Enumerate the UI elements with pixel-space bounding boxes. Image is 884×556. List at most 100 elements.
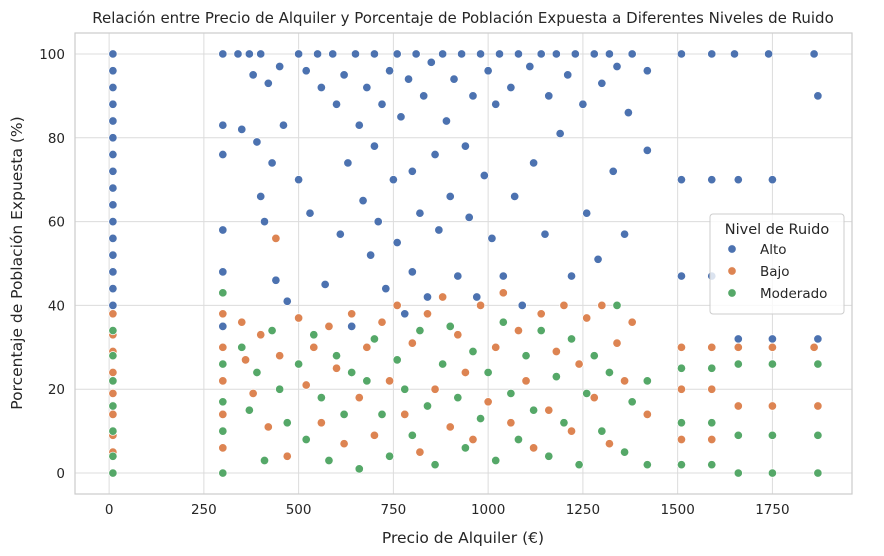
data-point [218, 288, 228, 298]
data-point [407, 166, 417, 176]
data-point [252, 137, 262, 147]
data-point [813, 359, 823, 369]
legend: Nivel de Ruido Alto Bajo Moderado [709, 213, 845, 315]
data-point [707, 460, 717, 470]
data-point [642, 376, 652, 386]
data-point [218, 149, 228, 160]
data-point [218, 397, 228, 407]
data-point [108, 250, 118, 260]
data-point [608, 166, 618, 176]
x-tick-label: 750 [380, 502, 406, 518]
data-point [108, 267, 118, 277]
data-point [733, 468, 743, 478]
data-point [513, 49, 524, 59]
data-point [275, 61, 285, 72]
data-point [218, 342, 228, 352]
data-point [392, 300, 402, 310]
data-point [422, 309, 433, 319]
data-point [108, 309, 118, 319]
data-point [108, 284, 118, 294]
data-point [620, 376, 630, 386]
data-point [294, 175, 304, 185]
data-point [369, 430, 379, 440]
data-point [108, 82, 118, 93]
data-point [491, 342, 501, 352]
data-point [407, 338, 417, 348]
data-point [108, 401, 118, 411]
data-point [506, 82, 516, 93]
data-point [487, 233, 497, 243]
data-point [278, 120, 289, 130]
data-point [445, 191, 455, 201]
data-point [108, 99, 118, 109]
data-point [513, 326, 524, 336]
data-point [589, 49, 599, 59]
data-point [426, 57, 436, 67]
y-tick-label: 60 [48, 215, 65, 231]
data-point [430, 460, 440, 470]
data-point [259, 217, 270, 227]
data-point [354, 464, 364, 474]
data-point [733, 401, 743, 411]
data-point [612, 61, 622, 72]
y-tick-label: 100 [39, 47, 65, 63]
data-point [259, 455, 270, 466]
data-point [275, 351, 285, 361]
data-point [438, 49, 448, 59]
data-point [373, 217, 383, 227]
data-point [498, 317, 508, 327]
data-point [620, 447, 630, 457]
data-point [517, 300, 527, 310]
data-point [813, 334, 823, 344]
data-point [415, 326, 425, 336]
data-point [343, 158, 353, 168]
data-point [233, 49, 243, 59]
data-point [385, 376, 395, 386]
x-tick-label: 250 [191, 502, 217, 518]
tick-labels: 0 250 500 750 1000 1250 1500 1750 0 20 40 60 80 100 [39, 47, 789, 518]
data-point [460, 367, 470, 378]
data-point [407, 267, 417, 277]
data-point [339, 70, 349, 80]
data-point [331, 99, 342, 109]
data-point [324, 455, 334, 466]
data-point [358, 196, 368, 206]
data-point [809, 49, 819, 59]
data-point [403, 74, 414, 84]
data-point [476, 49, 486, 59]
data-point [513, 434, 524, 445]
data-point [316, 82, 326, 93]
data-point [294, 313, 304, 323]
data-point [388, 175, 398, 185]
data-point [551, 346, 561, 357]
data-point [316, 418, 326, 428]
data-point [316, 393, 326, 403]
data-point [642, 409, 652, 419]
data-point [347, 309, 357, 319]
data-point [529, 405, 539, 415]
data-point [529, 158, 539, 168]
data-point [218, 376, 228, 386]
data-point [275, 384, 285, 394]
data-point [362, 376, 372, 386]
data-point [415, 208, 425, 218]
plot-frame [74, 32, 853, 495]
data-point [350, 49, 361, 59]
data-point [589, 351, 599, 361]
data-point [733, 359, 743, 369]
data-point [476, 300, 486, 310]
data-point [392, 237, 402, 248]
data-point [707, 363, 717, 373]
data-point [244, 405, 254, 415]
data-point [430, 384, 440, 394]
data-point [347, 321, 357, 331]
y-tick-label: 20 [48, 382, 65, 398]
y-tick-label: 0 [56, 466, 65, 482]
data-point [400, 309, 410, 319]
data-point [764, 49, 774, 59]
data-point [453, 393, 463, 403]
data-point [707, 175, 717, 185]
data-point [400, 409, 410, 419]
data-point [108, 409, 118, 419]
data-point [491, 99, 501, 109]
